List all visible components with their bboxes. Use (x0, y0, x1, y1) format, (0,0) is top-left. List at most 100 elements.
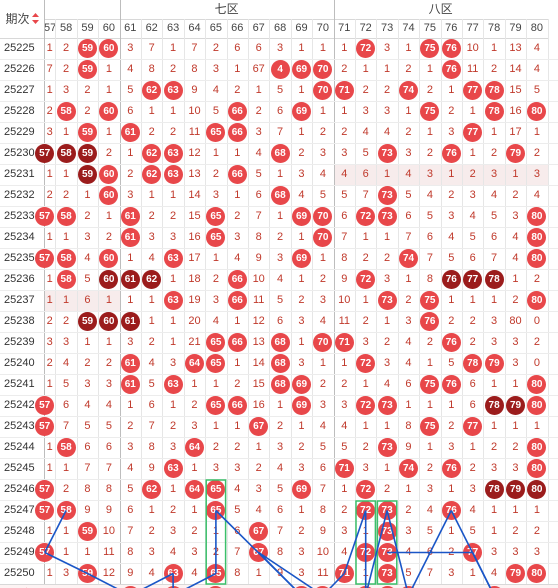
number-ball: 73 (377, 438, 397, 457)
number-ball: 72 (356, 480, 376, 499)
number-ball: 68 (270, 354, 290, 373)
miss-count: 4 (212, 315, 219, 327)
number-ball: 73 (377, 522, 397, 541)
miss-count: 3 (63, 84, 70, 96)
miss-count: 1 (298, 273, 305, 285)
miss-count: 1 (234, 189, 241, 201)
miss-count: 7 (127, 525, 134, 537)
pick-number[interactable]: 68 (269, 584, 290, 588)
miss-count: 6 (148, 399, 155, 411)
miss-count: 2 (298, 147, 305, 159)
number-ball: 72 (356, 543, 376, 562)
miss-count: 5 (63, 378, 70, 390)
number-ball: 77 (463, 81, 483, 100)
number-ball: 63 (163, 144, 183, 163)
row-divider (0, 248, 558, 249)
pick-number[interactable]: 62 (141, 584, 162, 588)
number-ball: 65 (206, 333, 226, 352)
miss-count: 5 (84, 420, 91, 432)
number-ball: 64 (185, 480, 204, 499)
pick-number[interactable]: 75 (419, 584, 440, 588)
pick-number[interactable]: 76 (441, 584, 462, 588)
number-ball: 59 (78, 60, 97, 79)
pick-ball[interactable]: 78 (484, 586, 504, 588)
pick-number[interactable]: 67 (248, 584, 269, 588)
number-ball: 73 (377, 564, 397, 583)
miss-count: 4 (533, 63, 540, 75)
miss-count: 1 (63, 525, 70, 537)
pick-number[interactable]: 58 (55, 584, 76, 588)
miss-count: 1 (212, 252, 219, 264)
miss-count: 2 (255, 462, 262, 474)
number-ball: 57 (35, 144, 55, 163)
miss-count: 4 (234, 483, 241, 495)
miss-count: 1 (212, 420, 219, 432)
miss-count: 2 (533, 525, 540, 537)
miss-count: 5 (127, 483, 134, 495)
number-ball: 59 (78, 144, 97, 163)
miss-count: 2 (298, 525, 305, 537)
number-ball: 72 (356, 354, 376, 373)
pick-number[interactable]: 71 (334, 584, 355, 588)
pick-number[interactable]: 79 (505, 584, 526, 588)
miss-count: 3 (491, 462, 498, 474)
miss-count: 1 (491, 42, 498, 54)
pick-number[interactable]: 64 (184, 584, 205, 588)
miss-count: 6 (405, 210, 412, 222)
column-header: 77 (462, 19, 484, 39)
pick-ball[interactable]: 74 (399, 586, 418, 588)
number-ball: 75 (420, 375, 440, 394)
miss-count: 1 (533, 504, 540, 516)
miss-count: 5 (319, 189, 326, 201)
miss-count: 1 (127, 147, 134, 159)
miss-count: 2 (84, 84, 91, 96)
miss-count: 4 (127, 462, 134, 474)
pick-number[interactable]: 77 (462, 584, 483, 588)
row-divider (0, 395, 558, 396)
pick-number[interactable]: 57 (44, 584, 55, 588)
number-ball: 75 (420, 102, 440, 121)
pick-ball[interactable]: 70 (313, 586, 333, 588)
miss-count: 4 (105, 399, 112, 411)
period-cell: 25229 (4, 126, 35, 138)
number-ball: 80 (527, 480, 547, 499)
miss-count: 1 (384, 63, 391, 75)
footer-pick-label[interactable]: ◯ 选号 (0, 584, 44, 588)
number-ball: 66 (227, 165, 247, 184)
column-divider (333, 0, 335, 588)
number-ball: 70 (313, 60, 333, 79)
miss-count: 2 (448, 315, 455, 327)
miss-count: 6 (127, 504, 134, 516)
miss-count: 7 (491, 252, 498, 264)
miss-count: 5 (469, 231, 476, 243)
pick-number[interactable]: 59 (77, 584, 98, 588)
miss-count: 1 (127, 294, 134, 306)
number-ball: 77 (463, 417, 483, 436)
pick-number[interactable]: 60 (98, 584, 119, 588)
miss-count: 6 (469, 378, 476, 390)
miss-count: 8 (341, 252, 348, 264)
pick-ball[interactable]: 61 (120, 586, 140, 588)
miss-count: 4 (84, 252, 91, 264)
miss-count: 4 (255, 147, 262, 159)
miss-count: 14 (188, 189, 201, 201)
miss-count: 1 (405, 105, 412, 117)
row-divider (0, 416, 558, 417)
number-ball: 67 (249, 522, 269, 541)
miss-count: 20 (188, 315, 201, 327)
number-ball: 66 (227, 291, 247, 310)
miss-count: 2 (341, 63, 348, 75)
miss-count: 5 (105, 420, 112, 432)
pick-number[interactable]: 80 (526, 584, 547, 588)
sort-icon[interactable] (31, 1, 39, 39)
number-ball: 58 (56, 249, 76, 268)
column-divider (397, 19, 399, 588)
miss-count: 7 (426, 567, 433, 579)
number-ball: 60 (99, 165, 119, 184)
miss-count: 5 (426, 525, 433, 537)
number-ball: 61 (120, 270, 140, 289)
number-ball: 59 (78, 165, 97, 184)
period-header[interactable]: 期次 (0, 0, 45, 39)
miss-count: 3 (491, 546, 498, 558)
pick-number[interactable]: 66 (227, 584, 248, 588)
